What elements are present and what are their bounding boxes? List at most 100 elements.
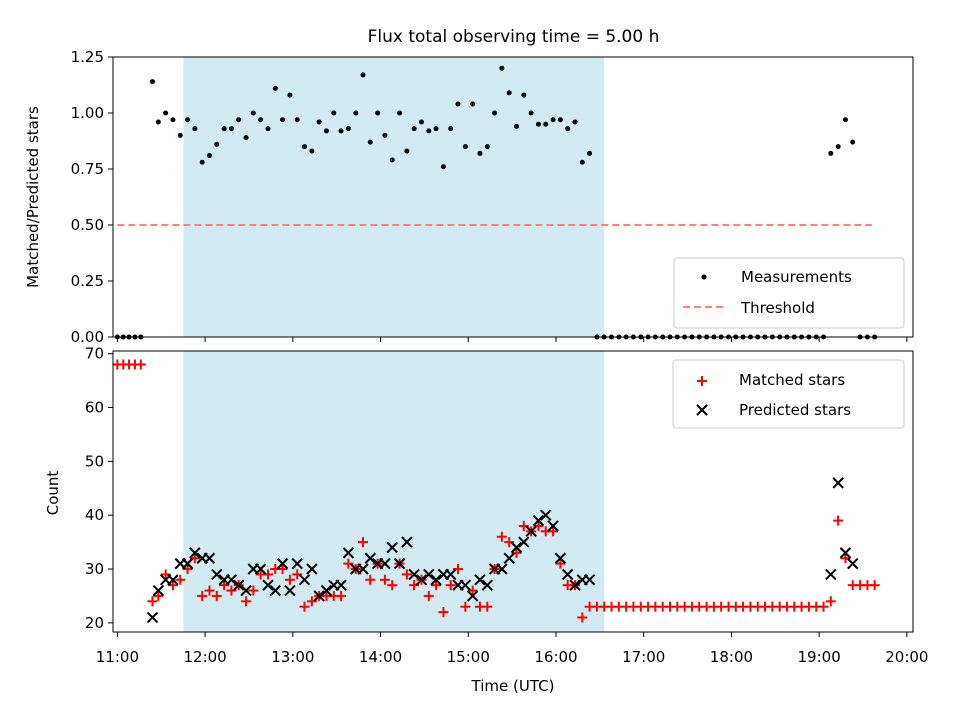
matched-star-point (445, 580, 456, 591)
top-plot-frame (112, 56, 914, 338)
matched-star-point (869, 580, 880, 591)
matched-star-point (226, 585, 237, 596)
matched-star-point (548, 526, 559, 537)
matched-star-point (147, 596, 158, 607)
matched-star-point (204, 585, 215, 596)
bottom-y-tick-label: 60 (85, 399, 104, 417)
bottom-y-axis-label: Count (44, 471, 62, 516)
matched-star-point (277, 564, 288, 575)
x-tick-label: 19:00 (798, 648, 841, 666)
predicted-star-point (839, 547, 852, 559)
measurement-point (499, 65, 505, 71)
legend-measurement-marker (701, 274, 707, 280)
predicted-star-point (466, 590, 479, 602)
matched-star-point (153, 590, 164, 601)
predicted-star-point (291, 557, 303, 570)
legend-predicted-label: Predicted stars (739, 401, 851, 419)
measurement-point (521, 92, 527, 98)
measurement-point (382, 132, 388, 138)
predicted-star-point (408, 568, 420, 581)
predicted-star-point (423, 568, 435, 581)
predicted-star-point (262, 579, 274, 591)
predicted-star-point (298, 574, 311, 586)
measurement-point (557, 117, 563, 123)
top-y-tick-label: 0.25 (71, 272, 104, 290)
measurement-point (170, 117, 176, 123)
measurement-point (462, 144, 468, 150)
predicted-star-point (306, 563, 318, 575)
matched-star-point (423, 590, 434, 601)
bottom-y-tick-label: 20 (85, 614, 104, 632)
measurement-point (265, 126, 271, 132)
measurement-point (477, 150, 483, 156)
bottom-panel: 20 30 40 50 60 70 11:00 12:00 13:00 14:00 15:00 16… (44, 345, 928, 695)
matched-star-point (284, 574, 295, 585)
predicted-star-point (379, 557, 391, 570)
measurement-point (155, 119, 161, 125)
measurement-point (543, 121, 549, 127)
matched-star-point (175, 574, 186, 585)
predicted-star-point (445, 568, 457, 581)
predicted-star-point (503, 552, 515, 564)
predicted-star-point (547, 520, 559, 532)
top-y-tick-label: 1.00 (71, 104, 104, 122)
matched-star-point (197, 590, 208, 601)
measurement-point (185, 117, 191, 123)
predicted-star-point (510, 541, 523, 554)
matched-star-point (292, 569, 303, 580)
measurement-point (280, 117, 286, 123)
measurement-point (375, 110, 381, 116)
measurement-point (360, 72, 366, 78)
predicted-star-point (825, 568, 837, 581)
measurement-point (367, 139, 373, 145)
measurement-point (221, 126, 227, 132)
x-tick-label: 14:00 (359, 648, 402, 666)
matched-star-point (241, 596, 252, 607)
measurement-point (323, 128, 329, 134)
measurement-point (506, 90, 512, 96)
legend-measurements-label: Measurements (741, 268, 852, 286)
matched-star-point (336, 590, 347, 601)
predicted-star-point (474, 574, 486, 586)
predicted-star-point (225, 574, 238, 586)
matched-star-point (189, 553, 200, 564)
predicted-star-point (276, 557, 289, 570)
measurement-point (236, 117, 242, 123)
legend-matched-label: Matched stars (739, 371, 845, 389)
matched-star-point (453, 564, 463, 575)
measurement-point (404, 148, 410, 154)
matched-star-point (577, 612, 588, 623)
bottom-plot-frame (112, 350, 914, 633)
measurement-point (850, 139, 856, 145)
predicted-star-point (386, 541, 398, 554)
matched-star-point (219, 580, 230, 591)
top-y-tick-label: 0.50 (71, 216, 104, 234)
top-y-tick-label: 1.25 (71, 48, 104, 66)
matched-star-point (438, 607, 449, 618)
matched-star-point (833, 515, 844, 526)
predicted-star-point (525, 525, 537, 538)
measurement-point (397, 110, 403, 116)
x-tick-label: 15:00 (447, 648, 490, 666)
legend-predicted-marker (696, 404, 708, 416)
predicted-star-point (832, 477, 844, 489)
legend-matched-marker (697, 376, 707, 386)
matched-star-point (511, 547, 522, 558)
predicted-star-point (540, 509, 552, 521)
matched-star-point (825, 596, 836, 607)
measurement-point (331, 110, 337, 116)
top-y-tick-label: 0.75 (71, 160, 104, 178)
measurement-point (389, 157, 395, 163)
measurement-point (455, 101, 461, 107)
predicted-star-point (496, 563, 508, 575)
measurement-point (587, 150, 593, 156)
measurement-point (353, 110, 359, 116)
x-tick-label: 20:00 (885, 648, 928, 666)
measurement-point (338, 128, 344, 134)
bottom-y-tick-label: 40 (85, 506, 104, 524)
measurement-point (484, 144, 490, 150)
predicted-star-point (847, 557, 859, 570)
predicted-star-point (342, 547, 355, 559)
predicted-star-point (232, 579, 245, 591)
top-y-tick-label: 0.00 (71, 328, 104, 346)
